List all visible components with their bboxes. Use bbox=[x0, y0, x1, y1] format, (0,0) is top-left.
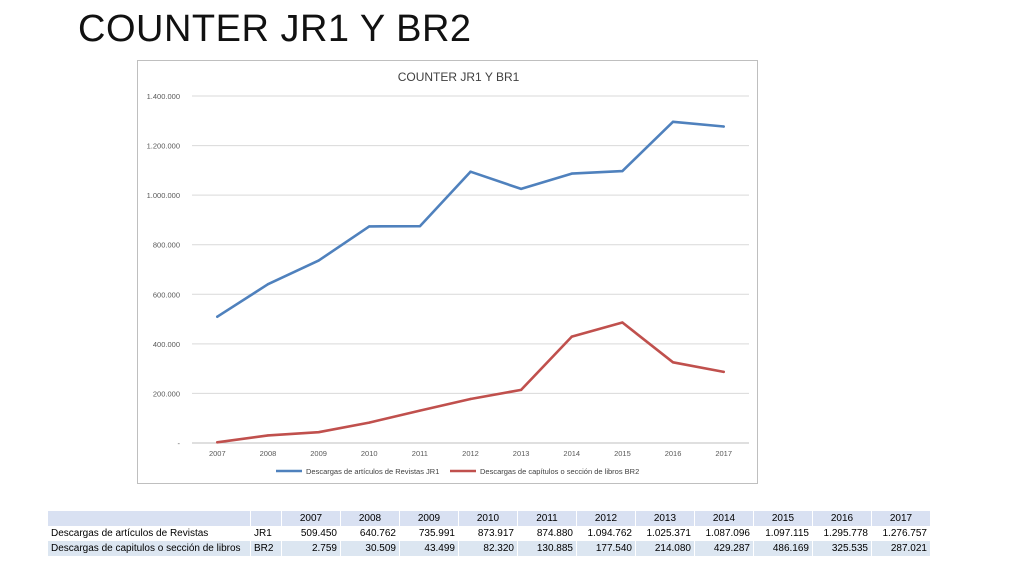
table-cell: 130.885 bbox=[517, 541, 577, 556]
slide-title: COUNTER JR1 Y BR2 bbox=[78, 8, 472, 50]
row-code: JR1 bbox=[250, 526, 282, 541]
table-cell: 2.759 bbox=[281, 541, 341, 556]
table-header-year: 2013 bbox=[635, 511, 695, 526]
table-row: Descargas de artículos de Revistas JR1 5… bbox=[48, 526, 931, 541]
table-cell: 325.535 bbox=[812, 541, 872, 556]
table-cell: 486.169 bbox=[753, 541, 813, 556]
data-point bbox=[317, 259, 320, 262]
data-point bbox=[216, 441, 219, 444]
y-tick-label: 1.000.000 bbox=[147, 191, 180, 200]
data-point bbox=[671, 361, 675, 364]
table-header-year: 2016 bbox=[812, 511, 872, 526]
table-cell: 1.025.371 bbox=[635, 526, 695, 541]
data-point bbox=[570, 335, 573, 338]
series-line-1 bbox=[216, 120, 726, 318]
data-point bbox=[519, 187, 523, 191]
line-chart-svg: COUNTER JR1 Y BR1 - 200.000 400.000 600.000 8… bbox=[147, 70, 749, 476]
table-cell: 287.021 bbox=[871, 541, 931, 556]
table-cell: 509.450 bbox=[281, 526, 341, 541]
y-tick-label: - bbox=[178, 439, 181, 448]
table-header-year: 2007 bbox=[281, 511, 341, 526]
table-cell: 1.094.762 bbox=[576, 526, 636, 541]
data-point bbox=[621, 169, 624, 173]
table-header-blank bbox=[48, 511, 251, 526]
legend-entry: Descargas de capítulos o sección de libr… bbox=[480, 467, 639, 476]
table-cell: 82.320 bbox=[458, 541, 518, 556]
data-point bbox=[368, 225, 371, 228]
data-point bbox=[418, 224, 422, 228]
table-header-year: 2015 bbox=[753, 511, 813, 526]
table-cell: 43.499 bbox=[399, 541, 459, 556]
table-header-year: 2017 bbox=[871, 511, 931, 526]
table-cell: 177.540 bbox=[576, 541, 636, 556]
table-cell: 735.991 bbox=[399, 526, 459, 541]
y-tick-label: 1.400.000 bbox=[147, 92, 180, 101]
legend-entry: Descargas de artículos de Revistas JR1 bbox=[306, 467, 439, 476]
table-row: Descargas de capitulos o sección de libr… bbox=[48, 541, 931, 556]
y-tick-label: 600.000 bbox=[153, 290, 180, 299]
data-point bbox=[266, 282, 270, 286]
data-point bbox=[469, 170, 472, 173]
data-point bbox=[418, 409, 422, 412]
data-point bbox=[469, 397, 472, 401]
x-tick-label: 2014 bbox=[563, 449, 580, 458]
data-point bbox=[621, 321, 624, 324]
table-cell: 640.762 bbox=[340, 526, 400, 541]
table-header-row: 2007 2008 2009 2010 2011 2012 2013 2014 … bbox=[48, 511, 931, 526]
table-header-year: 2014 bbox=[694, 511, 754, 526]
table-cell: 214.080 bbox=[635, 541, 695, 556]
table-header-year: 2010 bbox=[458, 511, 518, 526]
x-tick-label: 2010 bbox=[361, 449, 378, 458]
table-cell: 1.276.757 bbox=[871, 526, 931, 541]
table-header-year: 2009 bbox=[399, 511, 459, 526]
x-tick-label: 2012 bbox=[462, 449, 479, 458]
data-point bbox=[722, 370, 725, 374]
x-tick-label: 2007 bbox=[209, 449, 226, 458]
data-point bbox=[266, 434, 270, 437]
table-header-year: 2008 bbox=[340, 511, 400, 526]
x-tick-label: 2011 bbox=[412, 449, 428, 458]
x-tick-label: 2008 bbox=[260, 449, 277, 458]
line-chart: COUNTER JR1 Y BR1 - 200.000 400.000 600.000 8… bbox=[137, 60, 758, 484]
data-table: 2007 2008 2009 2010 2011 2012 2013 2014 … bbox=[48, 511, 931, 556]
x-tick-label: 2016 bbox=[665, 449, 682, 458]
y-tick-label: 800.000 bbox=[153, 241, 180, 250]
table-cell: 873.917 bbox=[458, 526, 518, 541]
table-cell: 429.287 bbox=[694, 541, 754, 556]
x-tick-label: 2013 bbox=[513, 449, 530, 458]
y-tick-label: 200.000 bbox=[153, 389, 180, 398]
x-tick-label: 2009 bbox=[310, 449, 327, 458]
table-cell: 30.509 bbox=[340, 541, 400, 556]
series-line-2 bbox=[216, 321, 726, 444]
data-point bbox=[671, 120, 675, 124]
row-label: Descargas de artículos de Revistas bbox=[48, 526, 251, 541]
data-point bbox=[368, 421, 371, 424]
y-tick-label: 400.000 bbox=[153, 340, 180, 349]
table-header-year: 2011 bbox=[517, 511, 577, 526]
data-point bbox=[216, 315, 219, 318]
y-tick-label: 1.200.000 bbox=[147, 142, 180, 151]
data-point bbox=[570, 172, 573, 175]
table-cell: 1.295.778 bbox=[812, 526, 872, 541]
data-point bbox=[722, 125, 725, 128]
data-point bbox=[519, 388, 523, 392]
table-header-year: 2012 bbox=[576, 511, 636, 526]
row-code: BR2 bbox=[250, 541, 282, 556]
x-tick-label: 2017 bbox=[715, 449, 732, 458]
data-point bbox=[317, 431, 320, 434]
table-cell: 1.097.115 bbox=[753, 526, 813, 541]
x-tick-label: 2015 bbox=[614, 449, 631, 458]
table-cell: 874.880 bbox=[517, 526, 577, 541]
chart-title: COUNTER JR1 Y BR1 bbox=[398, 70, 520, 84]
table-cell: 1.087.096 bbox=[694, 526, 754, 541]
row-label: Descargas de capitulos o sección de libr… bbox=[48, 541, 251, 556]
table-header-blank-code bbox=[250, 511, 282, 526]
